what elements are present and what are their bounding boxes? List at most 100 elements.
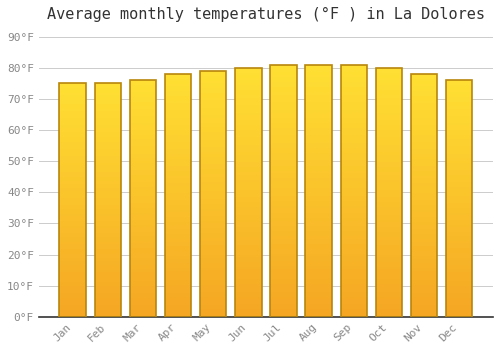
- Bar: [235, 230, 262, 232]
- Bar: [200, 78, 226, 81]
- Bar: [200, 290, 226, 292]
- Bar: [411, 295, 438, 298]
- Bar: [411, 156, 438, 159]
- Bar: [60, 249, 86, 251]
- Bar: [306, 140, 332, 143]
- Bar: [60, 202, 86, 205]
- Bar: [130, 123, 156, 125]
- Bar: [235, 175, 262, 177]
- Bar: [270, 271, 296, 274]
- Bar: [306, 148, 332, 150]
- Bar: [60, 261, 86, 263]
- Bar: [340, 292, 367, 294]
- Bar: [446, 232, 472, 234]
- Bar: [235, 207, 262, 210]
- Bar: [376, 240, 402, 242]
- Bar: [60, 130, 86, 132]
- Bar: [306, 92, 332, 95]
- Bar: [306, 284, 332, 287]
- Bar: [340, 236, 367, 239]
- Bar: [60, 184, 86, 186]
- Bar: [340, 266, 367, 269]
- Bar: [235, 122, 262, 125]
- Bar: [340, 214, 367, 216]
- Bar: [94, 191, 121, 193]
- Bar: [306, 304, 332, 307]
- Bar: [130, 310, 156, 312]
- Bar: [340, 143, 367, 145]
- Bar: [60, 139, 86, 142]
- Bar: [165, 295, 191, 298]
- Bar: [411, 154, 438, 156]
- Bar: [446, 189, 472, 191]
- Bar: [165, 79, 191, 81]
- Bar: [411, 176, 438, 178]
- Bar: [94, 205, 121, 207]
- Bar: [165, 237, 191, 239]
- Bar: [376, 185, 402, 187]
- Bar: [270, 113, 296, 115]
- Bar: [165, 225, 191, 227]
- Bar: [411, 314, 438, 317]
- Bar: [235, 107, 262, 110]
- Bar: [306, 110, 332, 113]
- Bar: [270, 224, 296, 226]
- Bar: [376, 282, 402, 285]
- Bar: [446, 234, 472, 236]
- Bar: [130, 253, 156, 255]
- Bar: [306, 85, 332, 88]
- Bar: [306, 103, 332, 105]
- Bar: [165, 290, 191, 293]
- Bar: [270, 211, 296, 213]
- Bar: [130, 104, 156, 106]
- Bar: [60, 188, 86, 191]
- Bar: [340, 138, 367, 140]
- Bar: [200, 295, 226, 297]
- Bar: [200, 245, 226, 248]
- Bar: [235, 73, 262, 75]
- Bar: [411, 200, 438, 203]
- Bar: [60, 214, 86, 216]
- Bar: [340, 166, 367, 168]
- Bar: [446, 220, 472, 222]
- Bar: [376, 252, 402, 254]
- Bar: [235, 212, 262, 215]
- Bar: [130, 149, 156, 151]
- Bar: [130, 258, 156, 260]
- Bar: [165, 145, 191, 147]
- Bar: [306, 65, 332, 67]
- Bar: [411, 96, 438, 98]
- Bar: [235, 167, 262, 170]
- Bar: [60, 90, 86, 93]
- Bar: [130, 293, 156, 295]
- Bar: [411, 152, 438, 154]
- Bar: [411, 186, 438, 188]
- Bar: [446, 135, 472, 137]
- Bar: [94, 160, 121, 163]
- Bar: [165, 81, 191, 84]
- Bar: [94, 139, 121, 142]
- Bar: [306, 299, 332, 302]
- Bar: [446, 236, 472, 239]
- Bar: [446, 222, 472, 225]
- Bar: [235, 177, 262, 180]
- Bar: [270, 97, 296, 100]
- Bar: [270, 170, 296, 173]
- Bar: [376, 250, 402, 252]
- Bar: [60, 151, 86, 153]
- Bar: [200, 105, 226, 108]
- Bar: [411, 290, 438, 293]
- Bar: [376, 267, 402, 270]
- Bar: [60, 254, 86, 256]
- Bar: [411, 212, 438, 215]
- Bar: [60, 83, 86, 317]
- Bar: [200, 71, 226, 317]
- Bar: [446, 187, 472, 189]
- Bar: [270, 246, 296, 249]
- Bar: [376, 197, 402, 200]
- Bar: [270, 304, 296, 307]
- Bar: [165, 275, 191, 278]
- Bar: [376, 215, 402, 217]
- Bar: [270, 251, 296, 254]
- Bar: [270, 181, 296, 183]
